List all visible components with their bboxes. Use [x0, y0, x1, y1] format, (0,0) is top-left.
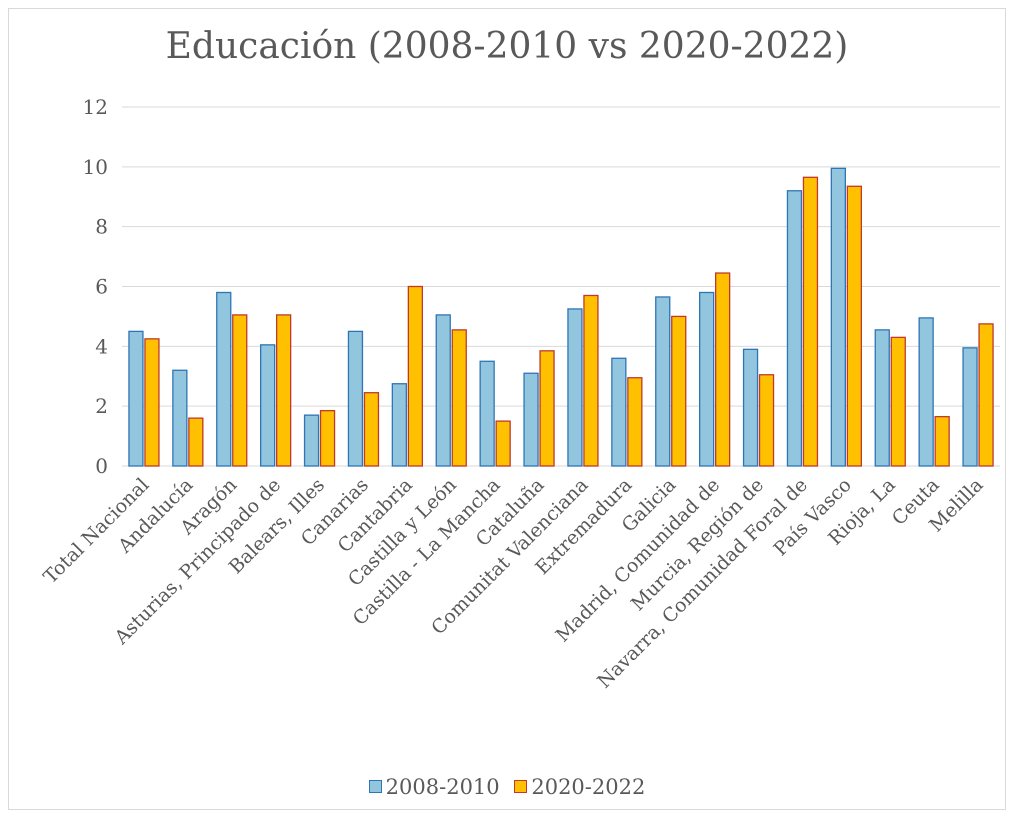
bar-series-2	[363, 392, 380, 467]
bar-series-2	[583, 294, 599, 467]
bar-series-1	[567, 308, 583, 467]
bar-series-1	[918, 317, 934, 467]
bar-series-1	[962, 347, 978, 467]
bar-series-2	[802, 176, 819, 467]
legend-swatch-series-1	[368, 780, 382, 793]
bar-series-2	[890, 336, 906, 467]
y-tick-label: 8	[95, 215, 108, 239]
y-tick-label: 6	[95, 275, 108, 299]
bar-series-1	[172, 369, 188, 467]
bar-series-1	[742, 348, 759, 467]
bar-series-1	[435, 314, 451, 467]
bar-series-2	[846, 185, 862, 467]
bar-series-2	[715, 272, 731, 467]
bar-series-2	[934, 415, 950, 467]
bar-series-2	[232, 314, 248, 467]
bar-series-1	[216, 291, 232, 467]
y-tick-label: 10	[83, 155, 108, 179]
y-tick-label: 0	[95, 454, 108, 478]
bar-series-2	[319, 410, 336, 467]
legend-label-series-2: 2020-2022	[531, 774, 646, 799]
bar-series-1	[479, 360, 495, 467]
bar-series-1	[874, 329, 890, 467]
legend-item-series-1: 2008-2010	[368, 774, 500, 799]
bar-series-1	[347, 330, 364, 467]
bar-series-2	[495, 420, 511, 467]
bar-series-2	[671, 315, 687, 467]
legend-item-series-2: 2020-2022	[514, 775, 645, 799]
bar-series-1	[830, 167, 846, 467]
bar-series-1	[303, 414, 320, 467]
y-tick-label: 12	[83, 95, 108, 119]
legend-label-series-1: 2008-2010	[385, 774, 500, 799]
bar-series-1	[699, 291, 715, 467]
bar-series-2	[539, 350, 555, 467]
bar-series-1	[523, 372, 539, 467]
bar-series-1	[259, 344, 276, 467]
bar-series-2	[758, 374, 775, 467]
bar-series-2	[451, 329, 467, 467]
bar-series-2	[144, 338, 160, 467]
legend-swatch-series-2	[514, 780, 528, 793]
bar-series-2	[188, 417, 204, 467]
bar-series-1	[611, 357, 627, 467]
bar-series-1	[655, 296, 671, 467]
y-tick-label: 2	[95, 394, 108, 418]
y-tick-label: 4	[95, 334, 108, 358]
bar-series-1	[786, 190, 803, 467]
bar-series-2	[275, 314, 292, 467]
bar-series-1	[128, 330, 144, 467]
bar-series-2	[407, 285, 424, 467]
bar-series-2	[627, 377, 643, 467]
bar-series-1	[391, 383, 408, 467]
bar-series-2	[978, 323, 994, 467]
chart-title: Educación (2008-2010 vs 2020-2022)	[165, 26, 849, 67]
chart-legend: 2008-2010 2020-2022	[0, 774, 1014, 799]
